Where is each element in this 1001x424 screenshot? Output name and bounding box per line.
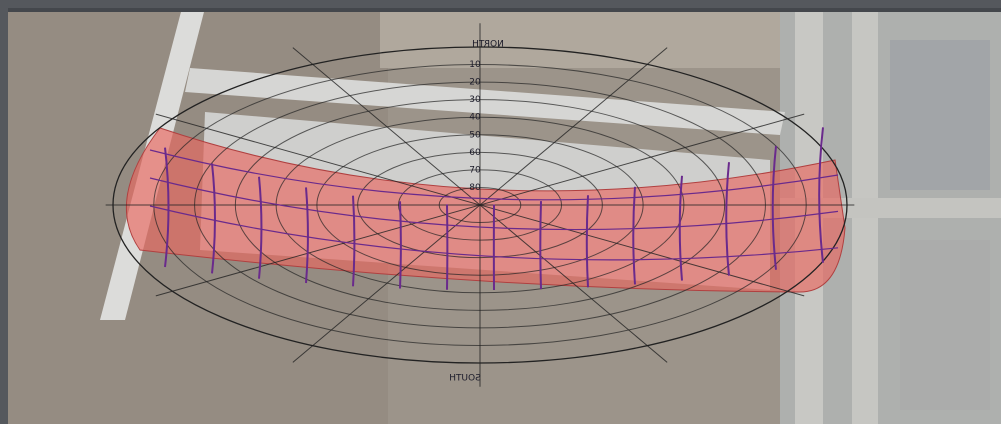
hour-line xyxy=(211,163,216,274)
hour-line xyxy=(585,195,589,288)
altitude-label: 50 xyxy=(469,130,481,140)
date-line xyxy=(149,177,839,231)
hour-line xyxy=(771,145,777,270)
altitude-label: 60 xyxy=(469,148,481,158)
hour-line xyxy=(258,176,263,279)
altitude-label: 80 xyxy=(469,183,481,193)
hour-line xyxy=(352,195,356,287)
date-line xyxy=(149,205,839,261)
hour-line xyxy=(539,201,542,290)
hour-line xyxy=(632,186,636,285)
altitude-label: 30 xyxy=(469,95,481,105)
hour-line xyxy=(164,147,170,268)
altitude-label: 70 xyxy=(469,165,481,175)
hour-line xyxy=(678,175,683,281)
date-line xyxy=(149,149,839,201)
sun-path-diagram xyxy=(105,23,855,387)
south-label: SOUTH xyxy=(449,374,481,384)
altitude-label: 10 xyxy=(469,60,481,70)
hour-line xyxy=(725,162,730,276)
hour-line xyxy=(305,187,309,284)
hour-line xyxy=(818,127,824,263)
altitude-label: 40 xyxy=(469,113,481,123)
north-label: NORTH xyxy=(472,40,504,50)
hour-line xyxy=(399,201,402,289)
altitude-label: 20 xyxy=(469,78,481,88)
azimuth-line xyxy=(155,113,805,297)
